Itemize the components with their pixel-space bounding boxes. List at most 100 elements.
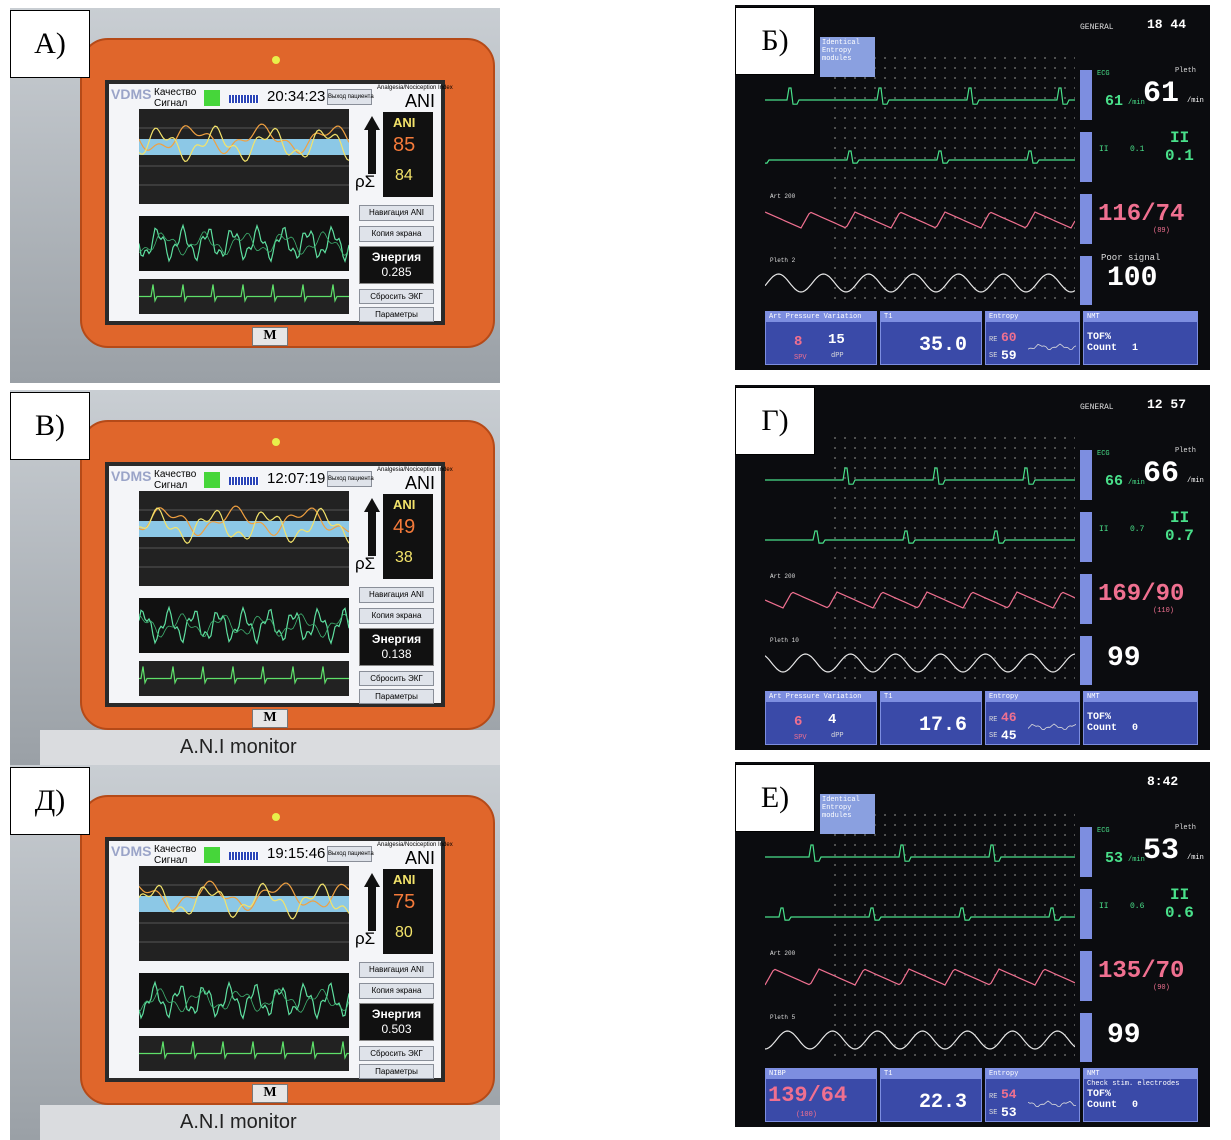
- st-big-lead: II: [1170, 509, 1189, 527]
- ani-mean: 49: [393, 516, 415, 539]
- art-scale: Art 200: [770, 193, 795, 200]
- logo: M: [252, 1084, 288, 1103]
- box-title: NMT: [1084, 1069, 1197, 1079]
- hr-label: ECG: [1097, 450, 1110, 458]
- waveform-area: [1028, 334, 1076, 360]
- se-value: 59: [1001, 348, 1017, 363]
- box-title: NMT: [1084, 312, 1197, 322]
- waveform: [1028, 1101, 1076, 1107]
- signal-bars: [229, 852, 259, 860]
- art-pressure: 169/90: [1098, 581, 1184, 608]
- ani-mean: 85: [393, 134, 415, 157]
- count-label: Count: [1087, 343, 1117, 354]
- spv: 6: [794, 714, 802, 730]
- box-entropy: EntropyRE60SE59: [985, 311, 1080, 365]
- time: 20:34:23: [267, 88, 325, 105]
- param-tabs: [1080, 70, 1092, 305]
- waveform-area: [765, 145, 1075, 175]
- box-temp: T122.3: [880, 1068, 982, 1122]
- energy-label: Энергия: [360, 1007, 433, 1021]
- art-mean: (110): [1153, 607, 1174, 615]
- st-big-value: 0.6: [1165, 904, 1194, 922]
- copy-button: Копия экрана: [359, 608, 434, 624]
- waveform-area: [139, 973, 349, 1028]
- ani-label: ANI: [393, 497, 415, 512]
- case-label: A.N.I monitor: [180, 736, 297, 759]
- trend-arrow-head: [364, 873, 380, 887]
- brand: VDMS: [111, 86, 151, 102]
- copy-button: Копия экрана: [359, 983, 434, 999]
- waveform-area: [139, 598, 349, 653]
- box-nmt: NMTCheck stim. electrodesTOF%Count0: [1083, 1068, 1198, 1122]
- se-value: 53: [1001, 1105, 1017, 1120]
- pleth-label: Pleth: [1175, 67, 1196, 75]
- dpp-label: dPP: [831, 732, 844, 740]
- pleth-scale: Pleth 5: [770, 1014, 795, 1021]
- reset-button: Сбросить ЭКГ: [359, 671, 434, 686]
- ani-mean: 75: [393, 891, 415, 914]
- art-scale: Art 200: [770, 573, 795, 580]
- waveform: [139, 232, 349, 256]
- clock: 8:42: [1147, 774, 1178, 789]
- box-title: Entropy: [986, 692, 1079, 702]
- trend-arrow: [368, 886, 376, 931]
- pleth-hr: 61: [1143, 77, 1179, 111]
- profile: GENERAL: [1080, 23, 1114, 32]
- waveform: [139, 614, 349, 638]
- spv-label: SPV: [794, 354, 807, 362]
- nav-button: Навигация ANI: [359, 205, 434, 221]
- count-value: 0: [1132, 723, 1138, 734]
- ani-instant: 80: [395, 924, 413, 942]
- dpp: 4: [828, 712, 836, 728]
- exit-button: Выход пациента: [327, 89, 372, 105]
- box-nmt: NMTTOF%Count1: [1083, 311, 1198, 365]
- re-label: RE: [989, 1093, 997, 1101]
- hr-label: ECG: [1097, 827, 1110, 835]
- count-value: 0: [1132, 1100, 1138, 1111]
- ani-box: ANI 75 80: [383, 869, 433, 954]
- panel-label: В): [10, 392, 90, 460]
- time: 19:15:46: [267, 845, 325, 862]
- dpp: 15: [828, 332, 845, 348]
- exit-button: Выход пациента: [327, 471, 372, 487]
- art-pressure: 135/70: [1098, 958, 1184, 985]
- spv: 8: [794, 334, 802, 350]
- nav-button: Навигация ANI: [359, 587, 434, 603]
- waveform: [139, 983, 349, 1019]
- hr-value: 66: [1105, 473, 1123, 490]
- temperature: 35.0: [919, 334, 967, 357]
- energy-value: 0.285: [360, 265, 433, 279]
- box-entropy: EntropyRE54SE53: [985, 1068, 1080, 1122]
- ani-label: ANI: [393, 872, 415, 887]
- logo: M: [252, 709, 288, 728]
- pleth-hr: 66: [1143, 457, 1179, 491]
- clock: 18 44: [1147, 17, 1186, 32]
- waveform: [765, 531, 1075, 543]
- temperature: 22.3: [919, 1091, 967, 1114]
- waveform: [765, 212, 1075, 228]
- ani-title: ANI: [405, 473, 435, 494]
- signal-indicator: [204, 90, 220, 106]
- quality-label: Качество: [154, 844, 196, 855]
- nav-button: Навигация ANI: [359, 962, 434, 978]
- waveform-area: [765, 902, 1075, 932]
- signal-label: Сигнал: [154, 98, 187, 109]
- waveform: [765, 1031, 1075, 1049]
- waveform-area: [139, 1036, 349, 1071]
- params-button: Параметры: [359, 1064, 434, 1079]
- re-value: 46: [1001, 710, 1017, 725]
- waveform-area: [765, 842, 1075, 872]
- rho-sigma: ρΣ: [355, 929, 375, 949]
- waveform: [139, 285, 349, 301]
- box-title: Entropy: [986, 312, 1079, 322]
- quality-label: Качество: [154, 87, 196, 98]
- st-value: 0.7: [1130, 525, 1144, 534]
- ani-title: ANI: [405, 91, 435, 112]
- exit-button: Выход пациента: [327, 846, 372, 862]
- led: [272, 813, 280, 821]
